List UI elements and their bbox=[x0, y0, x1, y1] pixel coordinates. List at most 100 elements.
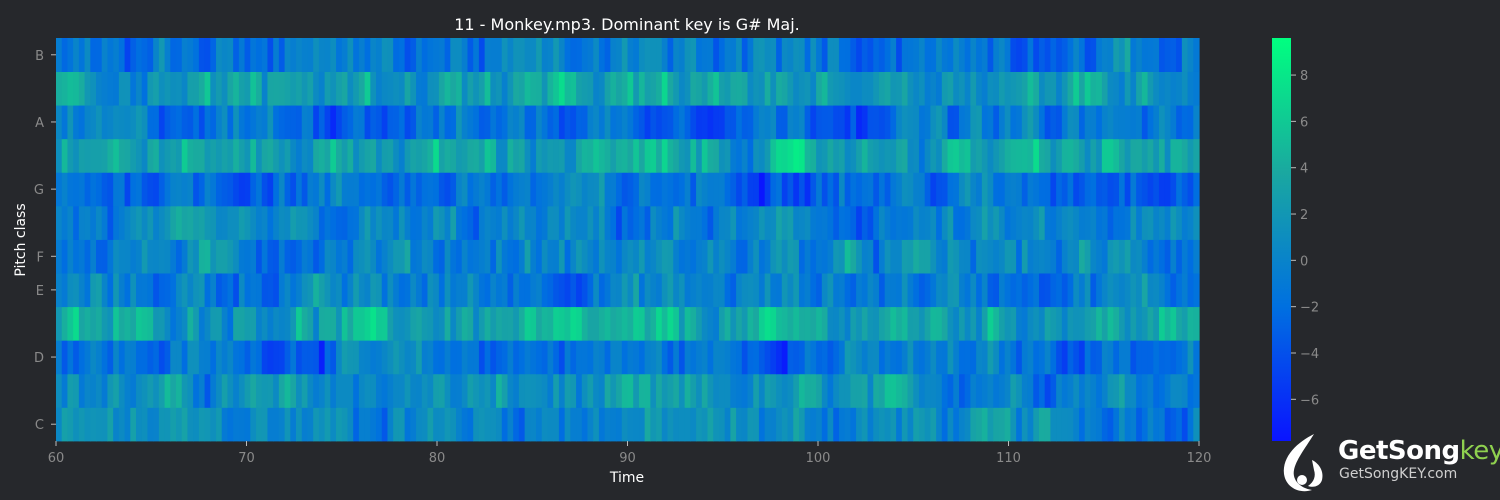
heatmap-cell bbox=[296, 239, 303, 274]
heatmap-cell bbox=[450, 105, 457, 140]
x-tick-label: 70 bbox=[238, 451, 255, 466]
heatmap-cell bbox=[1027, 71, 1034, 106]
heatmap-cell bbox=[216, 273, 223, 308]
heatmap-cell bbox=[781, 205, 789, 240]
heatmap-cell bbox=[1033, 105, 1040, 140]
heatmap-cell bbox=[61, 340, 69, 375]
heatmap-cell bbox=[844, 71, 851, 106]
heatmap-cell bbox=[461, 71, 469, 106]
heatmap-cell bbox=[507, 105, 514, 140]
heatmap-cell bbox=[113, 340, 120, 375]
heatmap-cell bbox=[250, 373, 257, 408]
heatmap-cell bbox=[558, 172, 566, 207]
heatmap-cell bbox=[404, 373, 411, 408]
heatmap-cell bbox=[810, 205, 817, 240]
heatmap-cell bbox=[1090, 71, 1097, 106]
heatmap-cell bbox=[564, 138, 571, 173]
heatmap-cell bbox=[501, 105, 509, 140]
heatmap-cell bbox=[490, 138, 497, 173]
heatmap-cell bbox=[707, 172, 714, 207]
heatmap-cell bbox=[936, 373, 943, 408]
heatmap-cell bbox=[181, 373, 189, 408]
heatmap-cell bbox=[273, 239, 280, 274]
heatmap-cell bbox=[1130, 306, 1137, 341]
heatmap-cell bbox=[96, 205, 103, 240]
heatmap-cell bbox=[1164, 205, 1172, 240]
heatmap-cell bbox=[193, 407, 200, 442]
heatmap-cell bbox=[530, 105, 537, 140]
heatmap-cell bbox=[478, 373, 486, 408]
heatmap-cell bbox=[787, 38, 794, 72]
heatmap-cell bbox=[1113, 407, 1120, 442]
heatmap-cell bbox=[787, 71, 794, 106]
heatmap-cell bbox=[958, 407, 966, 442]
heatmap-cell bbox=[558, 239, 566, 274]
heatmap-cell bbox=[1073, 71, 1080, 106]
heatmap-cell bbox=[1033, 373, 1040, 408]
heatmap-cell bbox=[216, 306, 223, 341]
heatmap-cell bbox=[947, 138, 954, 173]
heatmap-cell bbox=[113, 273, 120, 308]
heatmap-cell bbox=[301, 71, 309, 106]
colorbar-tick-label: −6 bbox=[1300, 393, 1319, 408]
heatmap-cell bbox=[873, 138, 880, 173]
heatmap-cell bbox=[216, 71, 223, 106]
heatmap-cell bbox=[736, 71, 743, 106]
heatmap-cell bbox=[1153, 138, 1160, 173]
heatmap-cell bbox=[1193, 105, 1200, 140]
heatmap-cell bbox=[101, 138, 109, 173]
heatmap-cell bbox=[107, 138, 114, 173]
heatmap-cell bbox=[1084, 205, 1092, 240]
heatmap-cell bbox=[764, 239, 771, 274]
heatmap-cell bbox=[667, 239, 674, 274]
heatmap-cell bbox=[724, 373, 731, 408]
heatmap-cell bbox=[1124, 340, 1132, 375]
heatmap-cell bbox=[336, 138, 343, 173]
heatmap-cell bbox=[741, 306, 749, 341]
heatmap-cell bbox=[1141, 205, 1149, 240]
heatmap-cell bbox=[421, 373, 429, 408]
heatmap-cell bbox=[970, 172, 977, 207]
heatmap-cell bbox=[118, 105, 126, 140]
heatmap-cell bbox=[278, 205, 286, 240]
heatmap-cell bbox=[964, 306, 971, 341]
heatmap-cell bbox=[764, 373, 771, 408]
heatmap-cell bbox=[661, 306, 669, 341]
heatmap-cell bbox=[536, 105, 543, 140]
heatmap-cell bbox=[878, 172, 886, 207]
heatmap-cell bbox=[616, 38, 623, 72]
heatmap-cell bbox=[113, 172, 120, 207]
heatmap-cell bbox=[278, 340, 286, 375]
heatmap-cell bbox=[616, 71, 623, 106]
heatmap-cell bbox=[1141, 172, 1149, 207]
heatmap-cell bbox=[913, 273, 920, 308]
heatmap-cell bbox=[787, 105, 794, 140]
heatmap-cell bbox=[553, 239, 560, 274]
heatmap-cell bbox=[1021, 340, 1029, 375]
heatmap-cell bbox=[124, 172, 131, 207]
heatmap-cell bbox=[644, 239, 651, 274]
heatmap-cell bbox=[758, 306, 766, 341]
heatmap-cell bbox=[776, 373, 783, 408]
heatmap-cell bbox=[1136, 273, 1143, 308]
heatmap-cell bbox=[1164, 105, 1172, 140]
heatmap-cell bbox=[810, 407, 817, 442]
heatmap-cell bbox=[1164, 306, 1172, 341]
heatmap-cell bbox=[724, 205, 731, 240]
heatmap-cell bbox=[1027, 306, 1034, 341]
heatmap-cell bbox=[450, 71, 457, 106]
heatmap-cell bbox=[1038, 239, 1046, 274]
heatmap-cell bbox=[238, 273, 246, 308]
heatmap-cell bbox=[987, 239, 994, 274]
heatmap-cell bbox=[1038, 306, 1046, 341]
heatmap-cell bbox=[747, 205, 754, 240]
heatmap-cell bbox=[336, 273, 343, 308]
heatmap-cell bbox=[873, 239, 880, 274]
heatmap-cell bbox=[576, 71, 583, 106]
heatmap-cell bbox=[736, 38, 743, 72]
heatmap-cell bbox=[1044, 138, 1051, 173]
heatmap-cell bbox=[638, 205, 646, 240]
heatmap-cell bbox=[1181, 340, 1189, 375]
heatmap-cell bbox=[101, 205, 109, 240]
heatmap-cell bbox=[124, 373, 131, 408]
